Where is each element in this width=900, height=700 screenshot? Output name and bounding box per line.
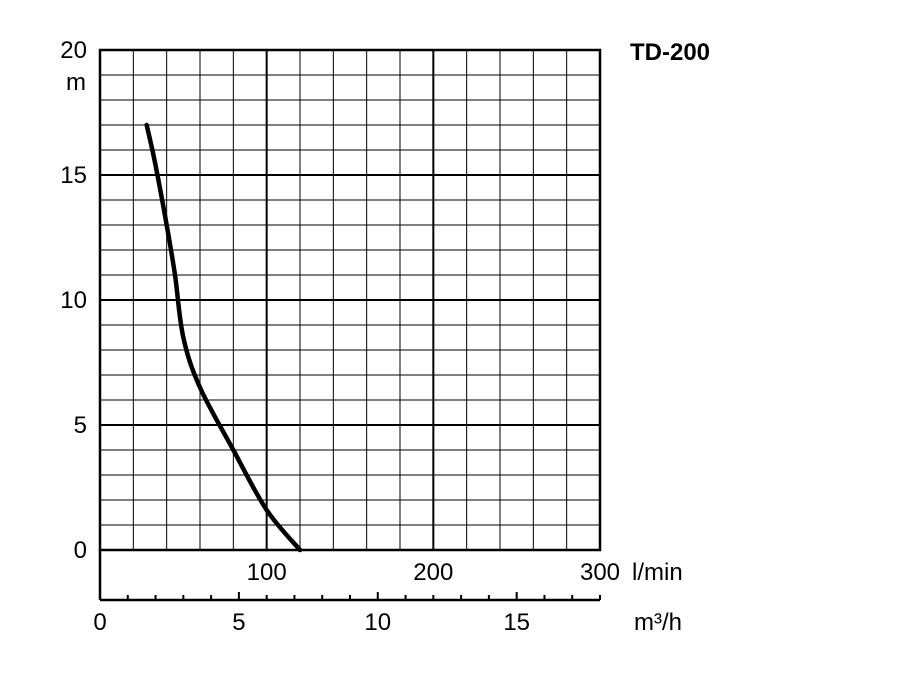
y-tick-label: 0 [74, 537, 87, 564]
x-primary-tick-labels: 100 200 300 [247, 559, 620, 586]
x-primary-unit: l/min [632, 559, 683, 586]
x-secondary-tick-labels: 0 5 10 15 [93, 609, 530, 636]
x-secondary-tick-label: 10 [364, 609, 391, 636]
y-tick-label: 5 [74, 412, 87, 439]
grid-minor [100, 50, 600, 550]
x-secondary-tick-label: 5 [232, 609, 245, 636]
y-tick-label: 15 [60, 162, 87, 189]
chart-title: TD-200 [630, 39, 710, 66]
x-primary-tick-label: 100 [247, 559, 287, 586]
y-tick-label: 10 [60, 287, 87, 314]
x-secondary-tick-label: 15 [503, 609, 530, 636]
plot-frame [98, 48, 602, 552]
x-primary-tick-label: 200 [413, 559, 453, 586]
series-line [144, 122, 303, 553]
y-tick-labels: 0 5 10 15 20 [60, 37, 87, 564]
grid-major [100, 50, 600, 550]
x-secondary-unit: m³/h [634, 609, 682, 636]
y-axis-unit: m [66, 69, 86, 96]
x-secondary-tick-label: 0 [93, 609, 106, 636]
x-primary-tick-label: 300 [580, 559, 620, 586]
y-tick-label: 20 [60, 37, 87, 64]
secondary-tick-marks [126, 592, 601, 600]
